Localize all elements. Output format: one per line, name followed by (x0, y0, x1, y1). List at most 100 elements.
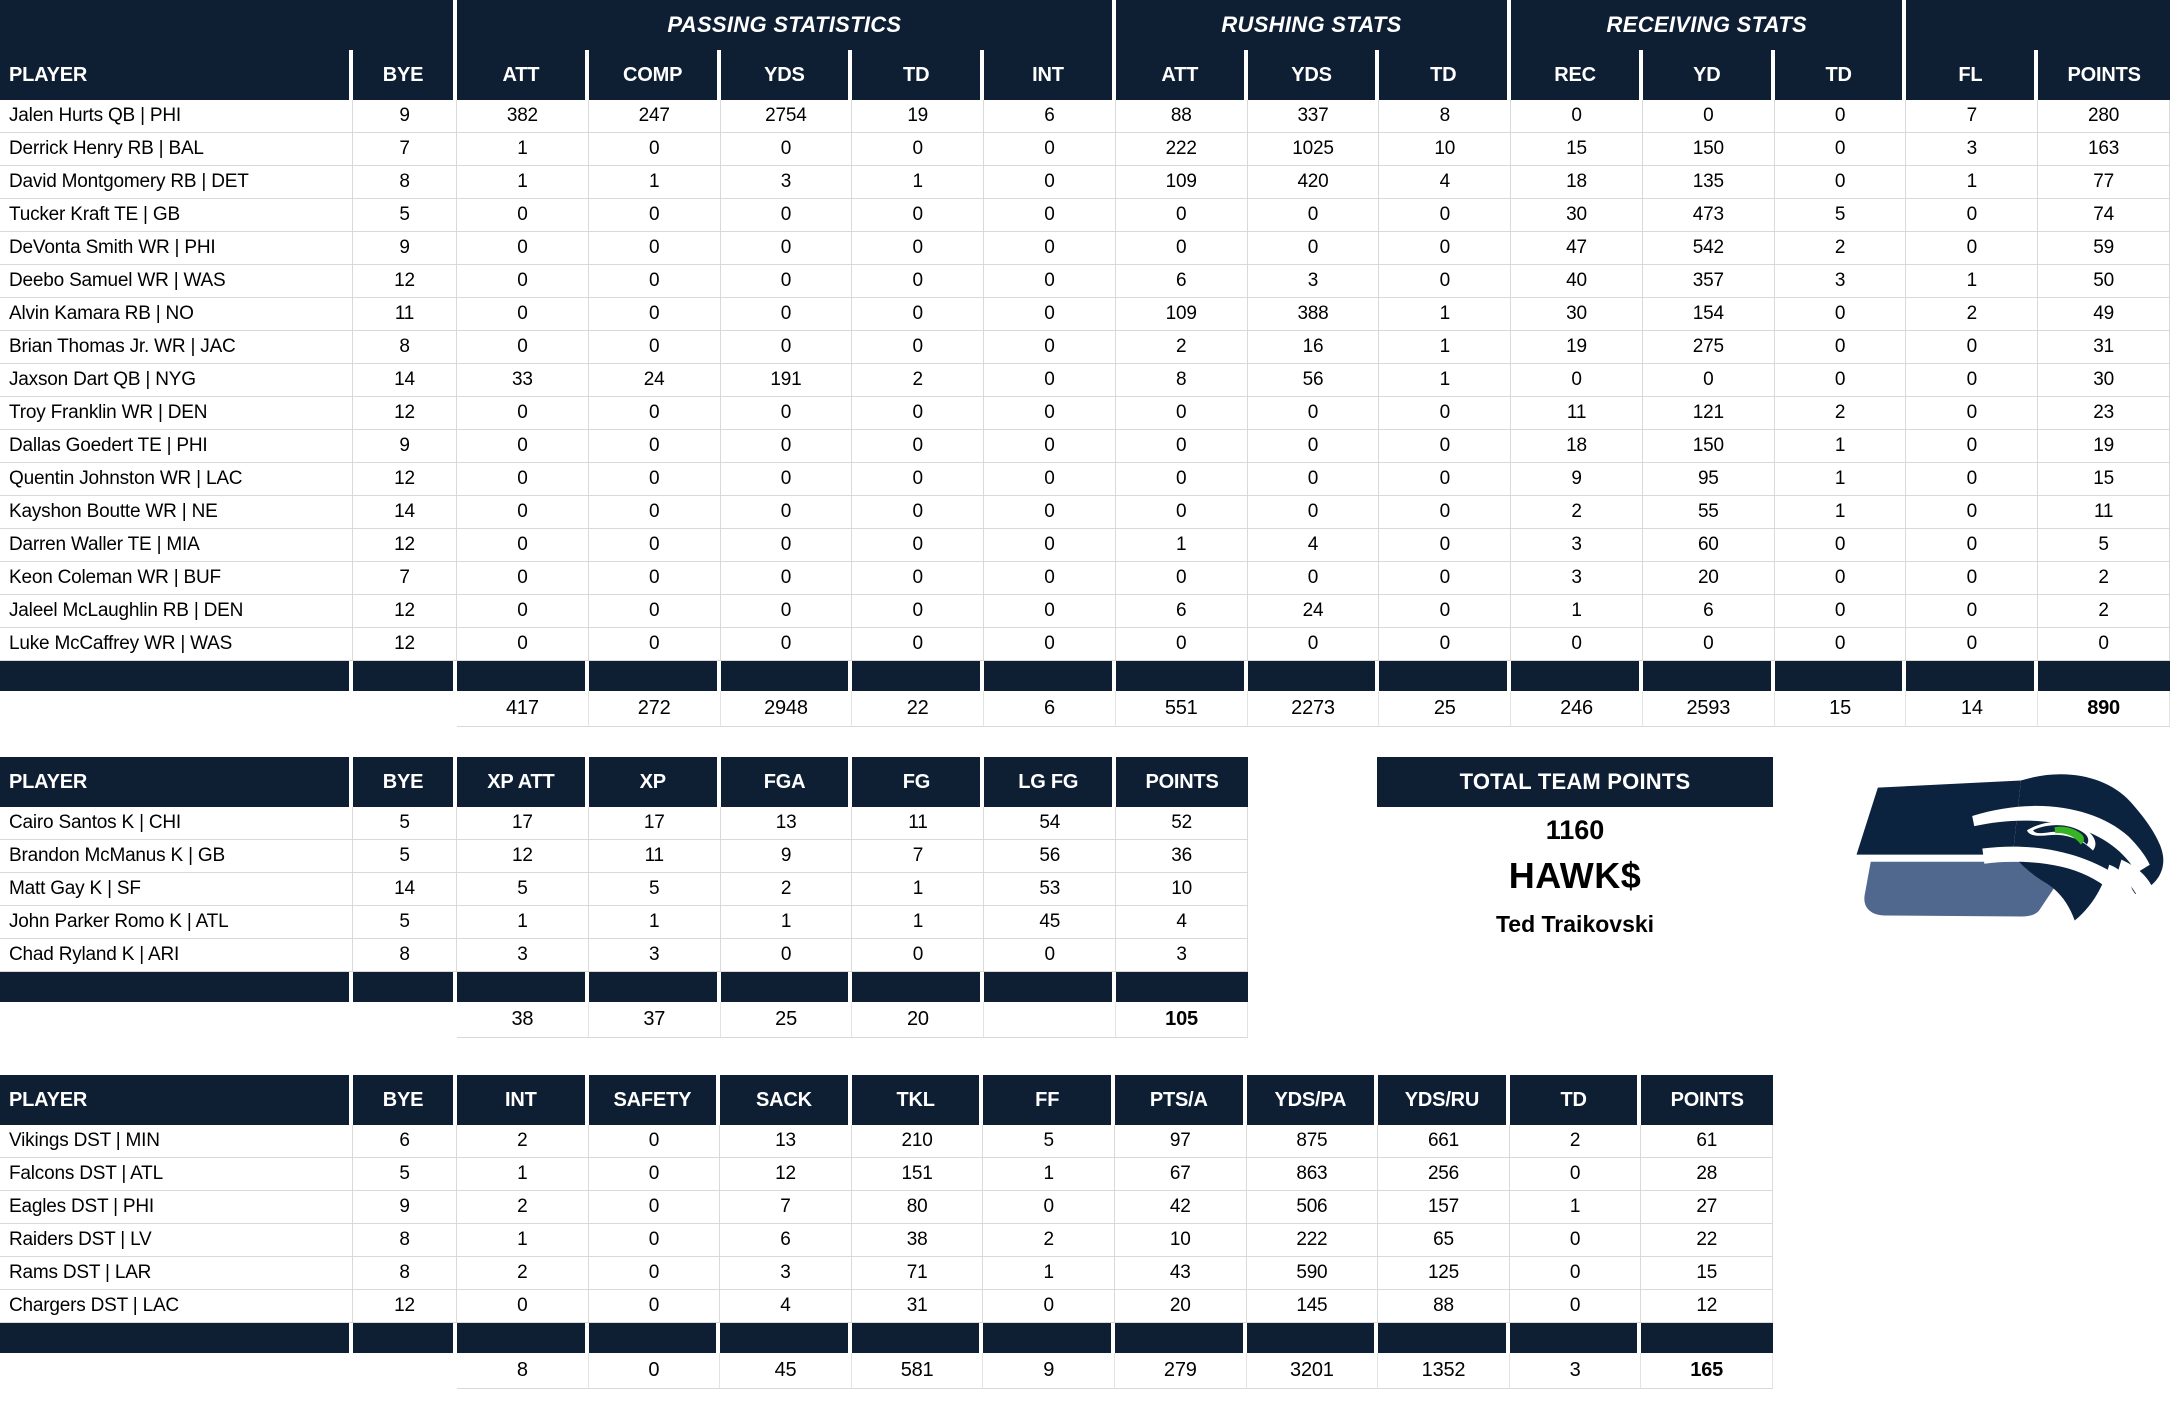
stat-cell: 12 (353, 595, 457, 628)
stat-cell: 12 (353, 265, 457, 298)
stat-cell: 154 (1642, 298, 1775, 331)
stat-cell: 15 (1511, 133, 1643, 166)
stat-cell: 0 (588, 298, 721, 331)
stat-cell: 3 (588, 939, 721, 972)
stat-cell: 0 (720, 628, 853, 661)
stat-cell: 8 (353, 166, 457, 199)
stat-cell: 5 (983, 1125, 1115, 1158)
stat-cell: 7 (1906, 100, 2039, 133)
stat-cell: 0 (852, 331, 985, 364)
stat-cell: 11 (1511, 397, 1643, 430)
stat-cell: 0 (1115, 397, 1248, 430)
stat-cell: 2 (1509, 1125, 1642, 1158)
stat-cell: 1 (1906, 265, 2039, 298)
total-cell-pts-a: 279 (1115, 1353, 1247, 1389)
stat-cell: 0 (457, 1290, 589, 1323)
stat-cell: 1 (1774, 463, 1907, 496)
stat-cell: 77 (2038, 166, 2170, 199)
stat-cell: 0 (1774, 364, 1907, 397)
stat-cell: 2 (2038, 562, 2170, 595)
stat-cell: 1 (852, 906, 985, 939)
col-header-points-11: POINTS (1641, 1075, 1773, 1125)
player-cell: Jaxson Dart QB | NYG (0, 364, 353, 397)
player-cell: DeVonta Smith WR | PHI (0, 232, 353, 265)
player-cell: Matt Gay K | SF (0, 873, 353, 906)
stat-cell: 163 (2038, 133, 2170, 166)
stat-cell: 0 (588, 562, 721, 595)
stat-cell: 0 (1247, 628, 1380, 661)
stat-cell: 4 (1116, 906, 1248, 939)
stat-cell: 0 (984, 166, 1116, 199)
player-cell: Derrick Henry RB | BAL (0, 133, 353, 166)
group-header-rushing-stats: RUSHING STATS (1115, 0, 1512, 50)
stat-cell: 0 (1379, 430, 1512, 463)
player-cell: Troy Franklin WR | DEN (0, 397, 353, 430)
total-cell-td: 15 (1774, 691, 1907, 727)
stat-cell: 2 (457, 1191, 589, 1224)
player-cell: Chad Ryland K | ARI (0, 939, 353, 972)
stat-cell: 71 (851, 1257, 984, 1290)
totals-bar-cell (588, 972, 721, 1002)
totals-bar-cell (353, 972, 457, 1002)
stat-cell: 0 (1774, 133, 1907, 166)
stat-cell: 15 (2038, 463, 2170, 496)
stat-cell: 8 (353, 331, 457, 364)
player-cell: Keon Coleman WR | BUF (0, 562, 353, 595)
stat-cell: 5 (1774, 199, 1907, 232)
col-header-td-5: TD (852, 50, 985, 100)
stat-cell: 0 (984, 199, 1116, 232)
totals-bar-cell (1116, 972, 1248, 1002)
stat-cell: 1 (457, 906, 589, 939)
total-cell-int: 6 (984, 691, 1116, 727)
stat-cell: 0 (588, 1290, 721, 1323)
player-cell: Dallas Goedert TE | PHI (0, 430, 353, 463)
stat-cell: 8 (353, 939, 457, 972)
stat-cell: 0 (984, 562, 1116, 595)
stat-cell: 9 (353, 1191, 457, 1224)
stat-cell: 12 (353, 628, 457, 661)
stat-cell: 6 (1642, 595, 1775, 628)
totals-bar-cell (852, 661, 985, 691)
stat-cell: 7 (353, 133, 457, 166)
stat-cell: 0 (1511, 364, 1643, 397)
stat-cell: 0 (1115, 199, 1248, 232)
stat-cell: 8 (353, 1257, 457, 1290)
stat-cell: 0 (1906, 595, 2039, 628)
stat-cell: 0 (852, 463, 985, 496)
col-header-int-2: INT (457, 1075, 589, 1125)
stat-cell: 222 (1115, 133, 1248, 166)
stat-cell: 145 (1246, 1290, 1379, 1323)
total-cell-td: 25 (1379, 691, 1512, 727)
seahawks-logo (1820, 767, 2165, 930)
stat-cell: 13 (720, 807, 853, 840)
stat-cell: 1 (1774, 496, 1907, 529)
stat-cell: 0 (1774, 166, 1907, 199)
stat-cell: 43 (1115, 1257, 1247, 1290)
stat-cell: 0 (720, 331, 853, 364)
stat-cell: 0 (984, 364, 1116, 397)
stat-cell: 1 (852, 166, 985, 199)
stat-cell: 6 (353, 1125, 457, 1158)
stat-cell: 1 (457, 166, 589, 199)
stat-cell: 11 (588, 840, 721, 873)
stat-cell: 2 (457, 1257, 589, 1290)
col-header-td-10: TD (1509, 1075, 1642, 1125)
stat-cell: 109 (1115, 166, 1248, 199)
stat-cell: 80 (851, 1191, 984, 1224)
totals-bar-cell (720, 972, 853, 1002)
stat-cell: 49 (2038, 298, 2170, 331)
stat-cell: 18 (1511, 166, 1643, 199)
totals-bar-cell (984, 972, 1117, 1002)
stat-cell: 357 (1642, 265, 1775, 298)
stat-cell: 121 (1642, 397, 1775, 430)
stat-cell: 0 (588, 595, 721, 628)
stat-cell: 0 (720, 939, 853, 972)
group-header-receiving-stats: RECEIVING STATS (1511, 0, 1907, 50)
totals-bar-cell (1511, 661, 1643, 691)
stat-cell: 0 (720, 595, 853, 628)
stat-cell: 1 (983, 1158, 1115, 1191)
stat-cell: 275 (1642, 331, 1775, 364)
stat-cell: 0 (588, 133, 721, 166)
player-cell: Jalen Hurts QB | PHI (0, 100, 353, 133)
stat-cell: 2 (2038, 595, 2170, 628)
